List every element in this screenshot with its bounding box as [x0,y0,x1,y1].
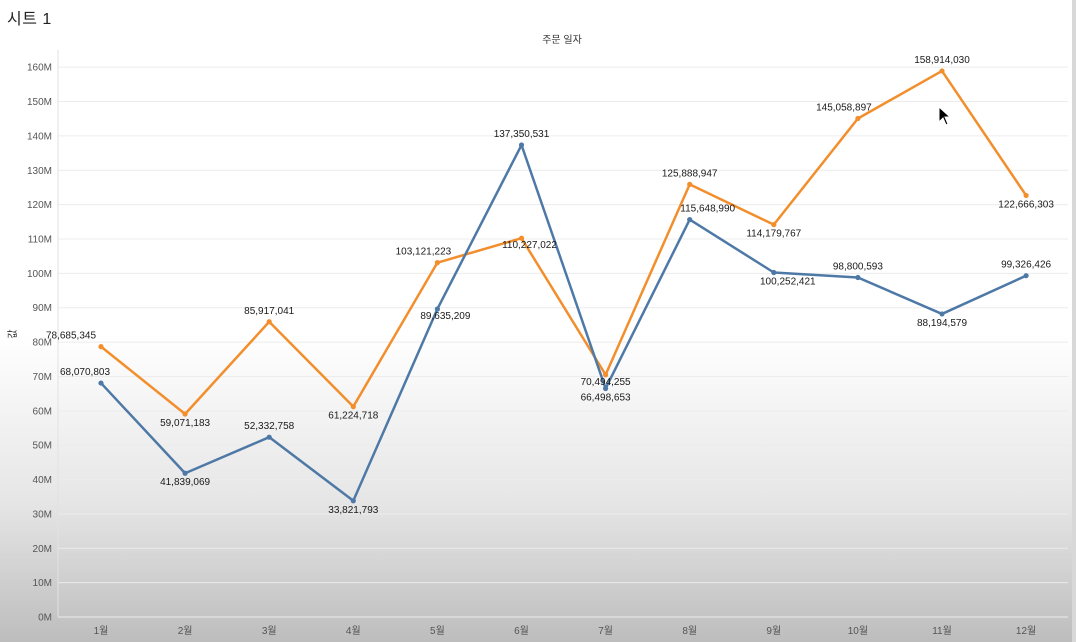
data-label: 114,179,767 [746,229,801,240]
data-point[interactable] [855,274,861,281]
data-point[interactable] [771,269,777,276]
data-point[interactable] [434,306,440,312]
data-point[interactable] [939,68,945,74]
data-label: 66,498,653 [581,392,631,403]
data-label: 99,326,426 [1001,260,1051,271]
series-line-0 [100,69,1028,416]
data-label: 89,635,209 [420,311,470,322]
y-tick-label: 110M [28,235,52,246]
data-point[interactable] [350,404,356,410]
data-point[interactable] [98,380,104,386]
gridlines [58,66,1068,618]
y-tick-label: 40M [33,475,52,486]
data-point[interactable] [98,344,104,350]
x-tick-label: 7월 [598,625,613,637]
y-tick-label: 120M [27,200,52,211]
data-label: 68,070,803 [60,367,110,378]
data-point[interactable] [266,434,272,440]
data-label: 98,800,593 [833,261,883,272]
data-label: 110,227,022 [502,240,557,251]
y-tick-label: 150M [27,97,52,108]
data-point[interactable] [182,470,188,476]
data-point[interactable] [434,260,440,266]
data-label: 70,494,255 [581,377,631,388]
y-tick-label: 90M [33,303,52,314]
y-tick-label: 0M [38,613,52,624]
y-tick-label: 10M [33,578,52,589]
vertical-scrollbar[interactable] [1072,0,1076,642]
x-tick-label: 11월 [932,625,952,637]
y-tick-label: 70M [33,372,52,383]
sheet-title: 시트 1 [7,11,52,28]
data-label: 158,914,030 [914,55,970,66]
y-tick-label: 30M [33,509,52,520]
y-tick-label: 50M [33,441,52,452]
data-point[interactable] [855,115,861,122]
data-point[interactable] [518,235,525,241]
data-label: 61,224,718 [328,411,378,422]
data-label: 88,194,579 [917,318,967,329]
x-tick-label: 4월 [346,625,361,637]
data-label: 78,685,345 [46,331,96,342]
data-point[interactable] [518,142,525,148]
data-point[interactable] [687,216,693,223]
x-tick-label: 2월 [178,625,193,637]
data-label: 137,350,531 [494,129,550,140]
y-tick-label: 60M [33,406,52,417]
y-tick-label: 20M [33,544,52,555]
chart-title: 주문 일자 [542,34,582,46]
data-label: 122,666,303 [998,199,1054,210]
data-label: 85,917,041 [244,306,294,317]
data-label: 59,071,183 [160,418,210,429]
data-point[interactable] [1023,273,1029,279]
data-label: 125,888,947 [662,168,718,179]
y-tick-label: 130M [27,166,52,177]
x-tick-label: 12월 [1016,625,1036,637]
data-labels: 78,685,345 59,071,183 85,917,041 61,224,718… [46,55,1054,516]
data-point[interactable] [266,319,272,325]
x-tick-label: 1월 [94,625,109,637]
y-axis-title: 값 [7,329,19,338]
data-point[interactable] [1023,192,1029,199]
data-point[interactable] [603,385,609,392]
y-tick-label: 80M [33,338,52,349]
data-point[interactable] [182,411,188,417]
series-line-1 [100,143,1027,503]
data-point[interactable] [687,181,693,187]
y-tick-label: 140M [27,131,52,142]
data-point[interactable] [771,222,777,228]
y-tick-label: 160M [27,63,52,74]
data-label: 103,121,223 [396,247,452,258]
data-label: 115,648,990 [680,204,735,215]
mouse-cursor-icon [938,106,952,126]
data-label: 52,332,758 [244,421,294,432]
data-label: 100,252,421 [760,276,816,287]
x-tick-label: 6월 [514,625,529,637]
data-label: 33,821,793 [328,505,378,516]
data-point[interactable] [939,311,945,317]
x-tick-label: 9월 [766,625,781,637]
data-label: 41,839,069 [160,477,210,488]
axes: 0M 10M 20M 30M 40M 50M 60M 70M 80M 90M 100M 110M 120… [27,50,1036,637]
series-lines [98,68,1029,504]
data-label: 145,058,897 [816,103,872,114]
x-tick-label: 5월 [430,625,445,637]
data-point[interactable] [350,498,356,504]
x-tick-label: 3월 [262,625,277,637]
y-tick-label: 100M [27,269,52,280]
data-point[interactable] [603,372,609,378]
x-tick-label: 10월 [848,625,868,637]
x-tick-label: 8월 [682,625,697,637]
